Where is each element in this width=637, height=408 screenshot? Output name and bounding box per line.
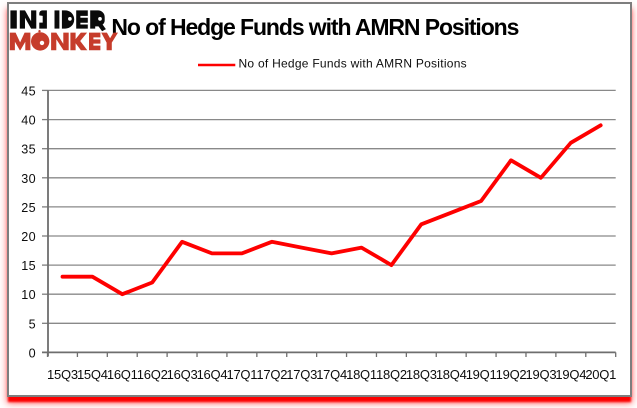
svg-text:18Q1: 18Q1 — [346, 367, 377, 382]
svg-text:15: 15 — [21, 259, 36, 273]
svg-text:25: 25 — [21, 201, 36, 215]
svg-text:18Q4: 18Q4 — [436, 367, 467, 382]
svg-text:16Q4: 16Q4 — [197, 367, 228, 382]
svg-text:45: 45 — [21, 84, 36, 98]
svg-text:19Q4: 19Q4 — [555, 367, 586, 382]
svg-text:20Q1: 20Q1 — [585, 367, 616, 382]
svg-text:16Q3: 16Q3 — [167, 367, 198, 382]
svg-text:16Q2: 16Q2 — [137, 367, 168, 382]
svg-text:17Q1: 17Q1 — [226, 367, 257, 382]
svg-text:30: 30 — [21, 172, 36, 186]
svg-text:17Q3: 17Q3 — [286, 367, 317, 382]
svg-text:40: 40 — [21, 114, 36, 128]
svg-text:16Q1: 16Q1 — [107, 367, 138, 382]
svg-text:18Q3: 18Q3 — [406, 367, 437, 382]
svg-text:18Q2: 18Q2 — [376, 367, 407, 382]
svg-text:17Q2: 17Q2 — [256, 367, 287, 382]
svg-text:19Q1: 19Q1 — [466, 367, 497, 382]
svg-text:20: 20 — [21, 230, 36, 244]
svg-text:No of Hedge Funds with AMRN Po: No of Hedge Funds with AMRN Positions — [239, 57, 467, 71]
svg-text:17Q4: 17Q4 — [316, 367, 347, 382]
svg-text:15Q4: 15Q4 — [77, 367, 108, 382]
svg-text:5: 5 — [29, 317, 36, 331]
svg-text:19Q3: 19Q3 — [526, 367, 557, 382]
svg-text:0: 0 — [29, 346, 36, 360]
svg-text:15Q3: 15Q3 — [47, 367, 78, 382]
svg-text:10: 10 — [21, 288, 36, 302]
svg-text:35: 35 — [21, 143, 36, 157]
svg-text:19Q2: 19Q2 — [496, 367, 527, 382]
